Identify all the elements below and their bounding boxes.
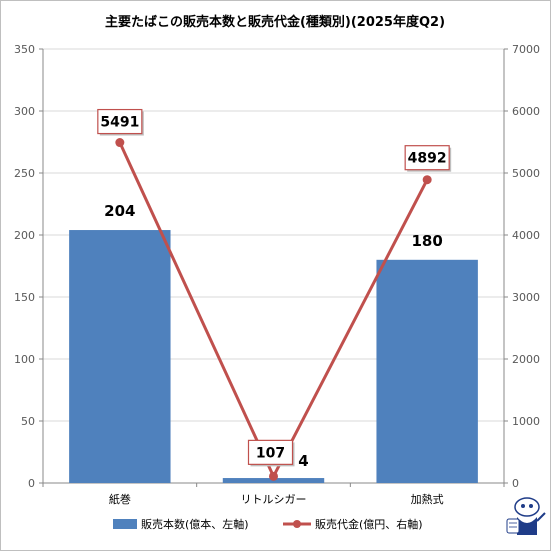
- right-tick-label: 7000: [512, 43, 540, 56]
- line-label-box: [247, 439, 294, 465]
- mascot-icon: [506, 497, 546, 535]
- left-tick-label: 250: [14, 167, 35, 180]
- bar: [69, 230, 171, 483]
- right-tick-label: 6000: [512, 105, 540, 118]
- category-label: 加熱式: [411, 493, 444, 506]
- left-tick-label: 50: [21, 415, 35, 428]
- category-label: リトルシガー: [241, 493, 307, 506]
- line-label-box: [97, 108, 143, 135]
- line-series: [115, 138, 432, 481]
- legend-bar-label: 販売本数(億本、左軸): [141, 517, 249, 531]
- line-label-box: [404, 145, 450, 171]
- left-tick-label: 0: [28, 477, 35, 490]
- left-tick-label: 100: [14, 353, 35, 366]
- line-point: [269, 471, 278, 481]
- line-data-label: 107: [256, 445, 285, 461]
- right-tick-label: 3000: [512, 291, 540, 304]
- left-tick-label: 200: [14, 229, 35, 242]
- right-tick-label: 5000: [512, 167, 540, 180]
- bar-data-label: 204: [104, 202, 135, 220]
- legend-line-label: 販売代金(億円、右軸): [315, 517, 423, 531]
- right-tick-label: 4000: [512, 229, 540, 242]
- line-point: [422, 175, 432, 185]
- category-label: 紙巻: [109, 492, 131, 506]
- right-tick-label: 2000: [512, 353, 540, 366]
- line-point: [115, 138, 125, 148]
- legend: 販売本数(億本、左軸) 販売代金(億円、右軸): [113, 517, 423, 531]
- right-tick-label: 1000: [512, 415, 540, 428]
- data-labels: 204 4 180 5491 107 4892: [97, 108, 452, 470]
- line-data-label: 4892: [408, 151, 447, 167]
- left-tick-label: 150: [14, 291, 35, 304]
- bar-data-label: 180: [412, 232, 443, 250]
- left-tick-label: 300: [14, 105, 35, 118]
- chart-title: 主要たばこの販売本数と販売代金(種類別)(2025年度Q2): [105, 14, 445, 30]
- bar-series: [69, 230, 478, 483]
- legend-bar-swatch: [113, 519, 137, 529]
- line-data-label: 5491: [100, 115, 139, 131]
- left-tick-label: 350: [14, 43, 35, 56]
- right-tick-label: 0: [512, 477, 519, 490]
- bar: [376, 259, 478, 483]
- axes: 0 50 100 150 200 250 300 350 0 1000 2000 3000 4000 50…: [14, 43, 540, 506]
- legend-line-marker: [293, 520, 301, 528]
- bar-data-label: 4: [298, 452, 308, 470]
